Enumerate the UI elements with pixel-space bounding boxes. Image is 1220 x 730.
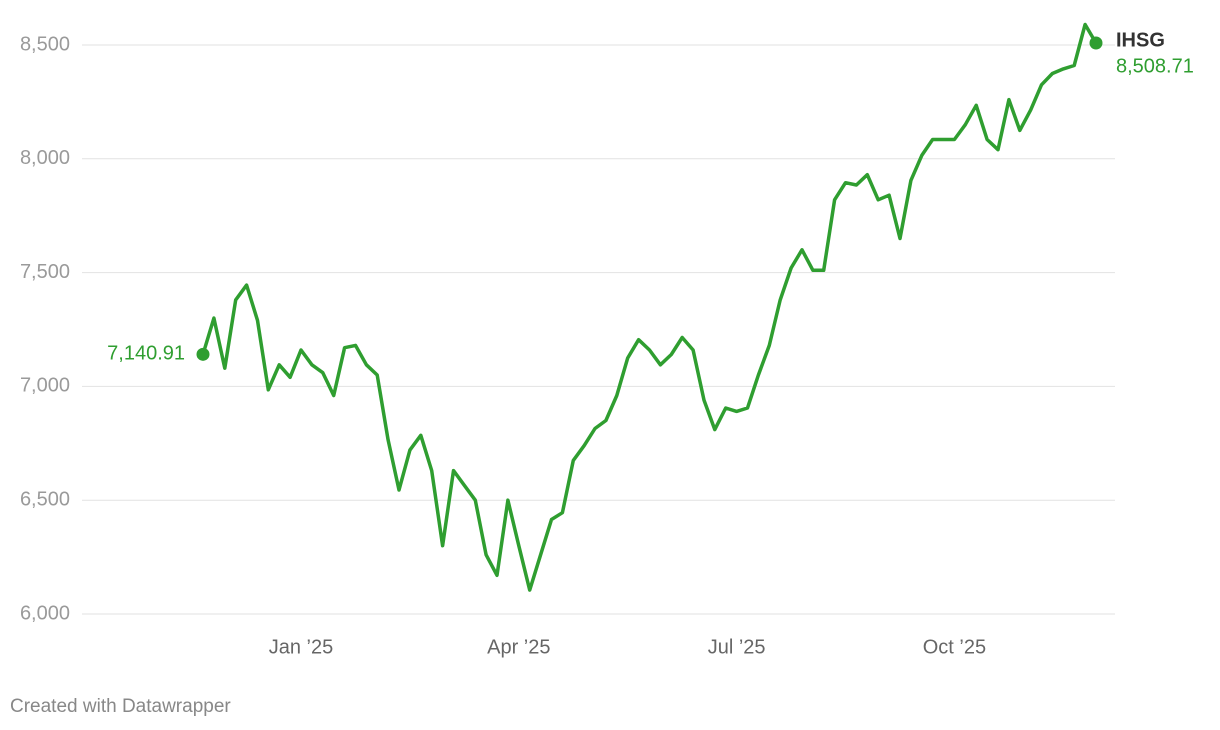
- x-tick-label: Oct ’25: [923, 636, 986, 658]
- line: [201, 22, 1098, 592]
- value-label: 8,508.71: [1116, 55, 1194, 77]
- series-label: IHSG: [1116, 29, 1165, 51]
- end-dot: [196, 347, 210, 361]
- x-tick-label: Jul ’25: [708, 636, 766, 658]
- y-tick-label: 7,500: [20, 261, 70, 283]
- end-dot: [1089, 36, 1103, 50]
- y-tick-label: 6,000: [20, 602, 70, 624]
- y-tick-label: 7,000: [20, 375, 70, 397]
- y-tick-label: 8,500: [20, 33, 70, 55]
- x-tick-label: Apr ’25: [487, 636, 550, 658]
- y-tick-label: 6,500: [20, 488, 70, 510]
- y-tick-label: 8,000: [20, 147, 70, 169]
- footer: Created with Datawrapper: [10, 696, 231, 717]
- value-label: 7,140.91: [107, 343, 185, 365]
- x-tick-label: Jan ’25: [269, 636, 334, 658]
